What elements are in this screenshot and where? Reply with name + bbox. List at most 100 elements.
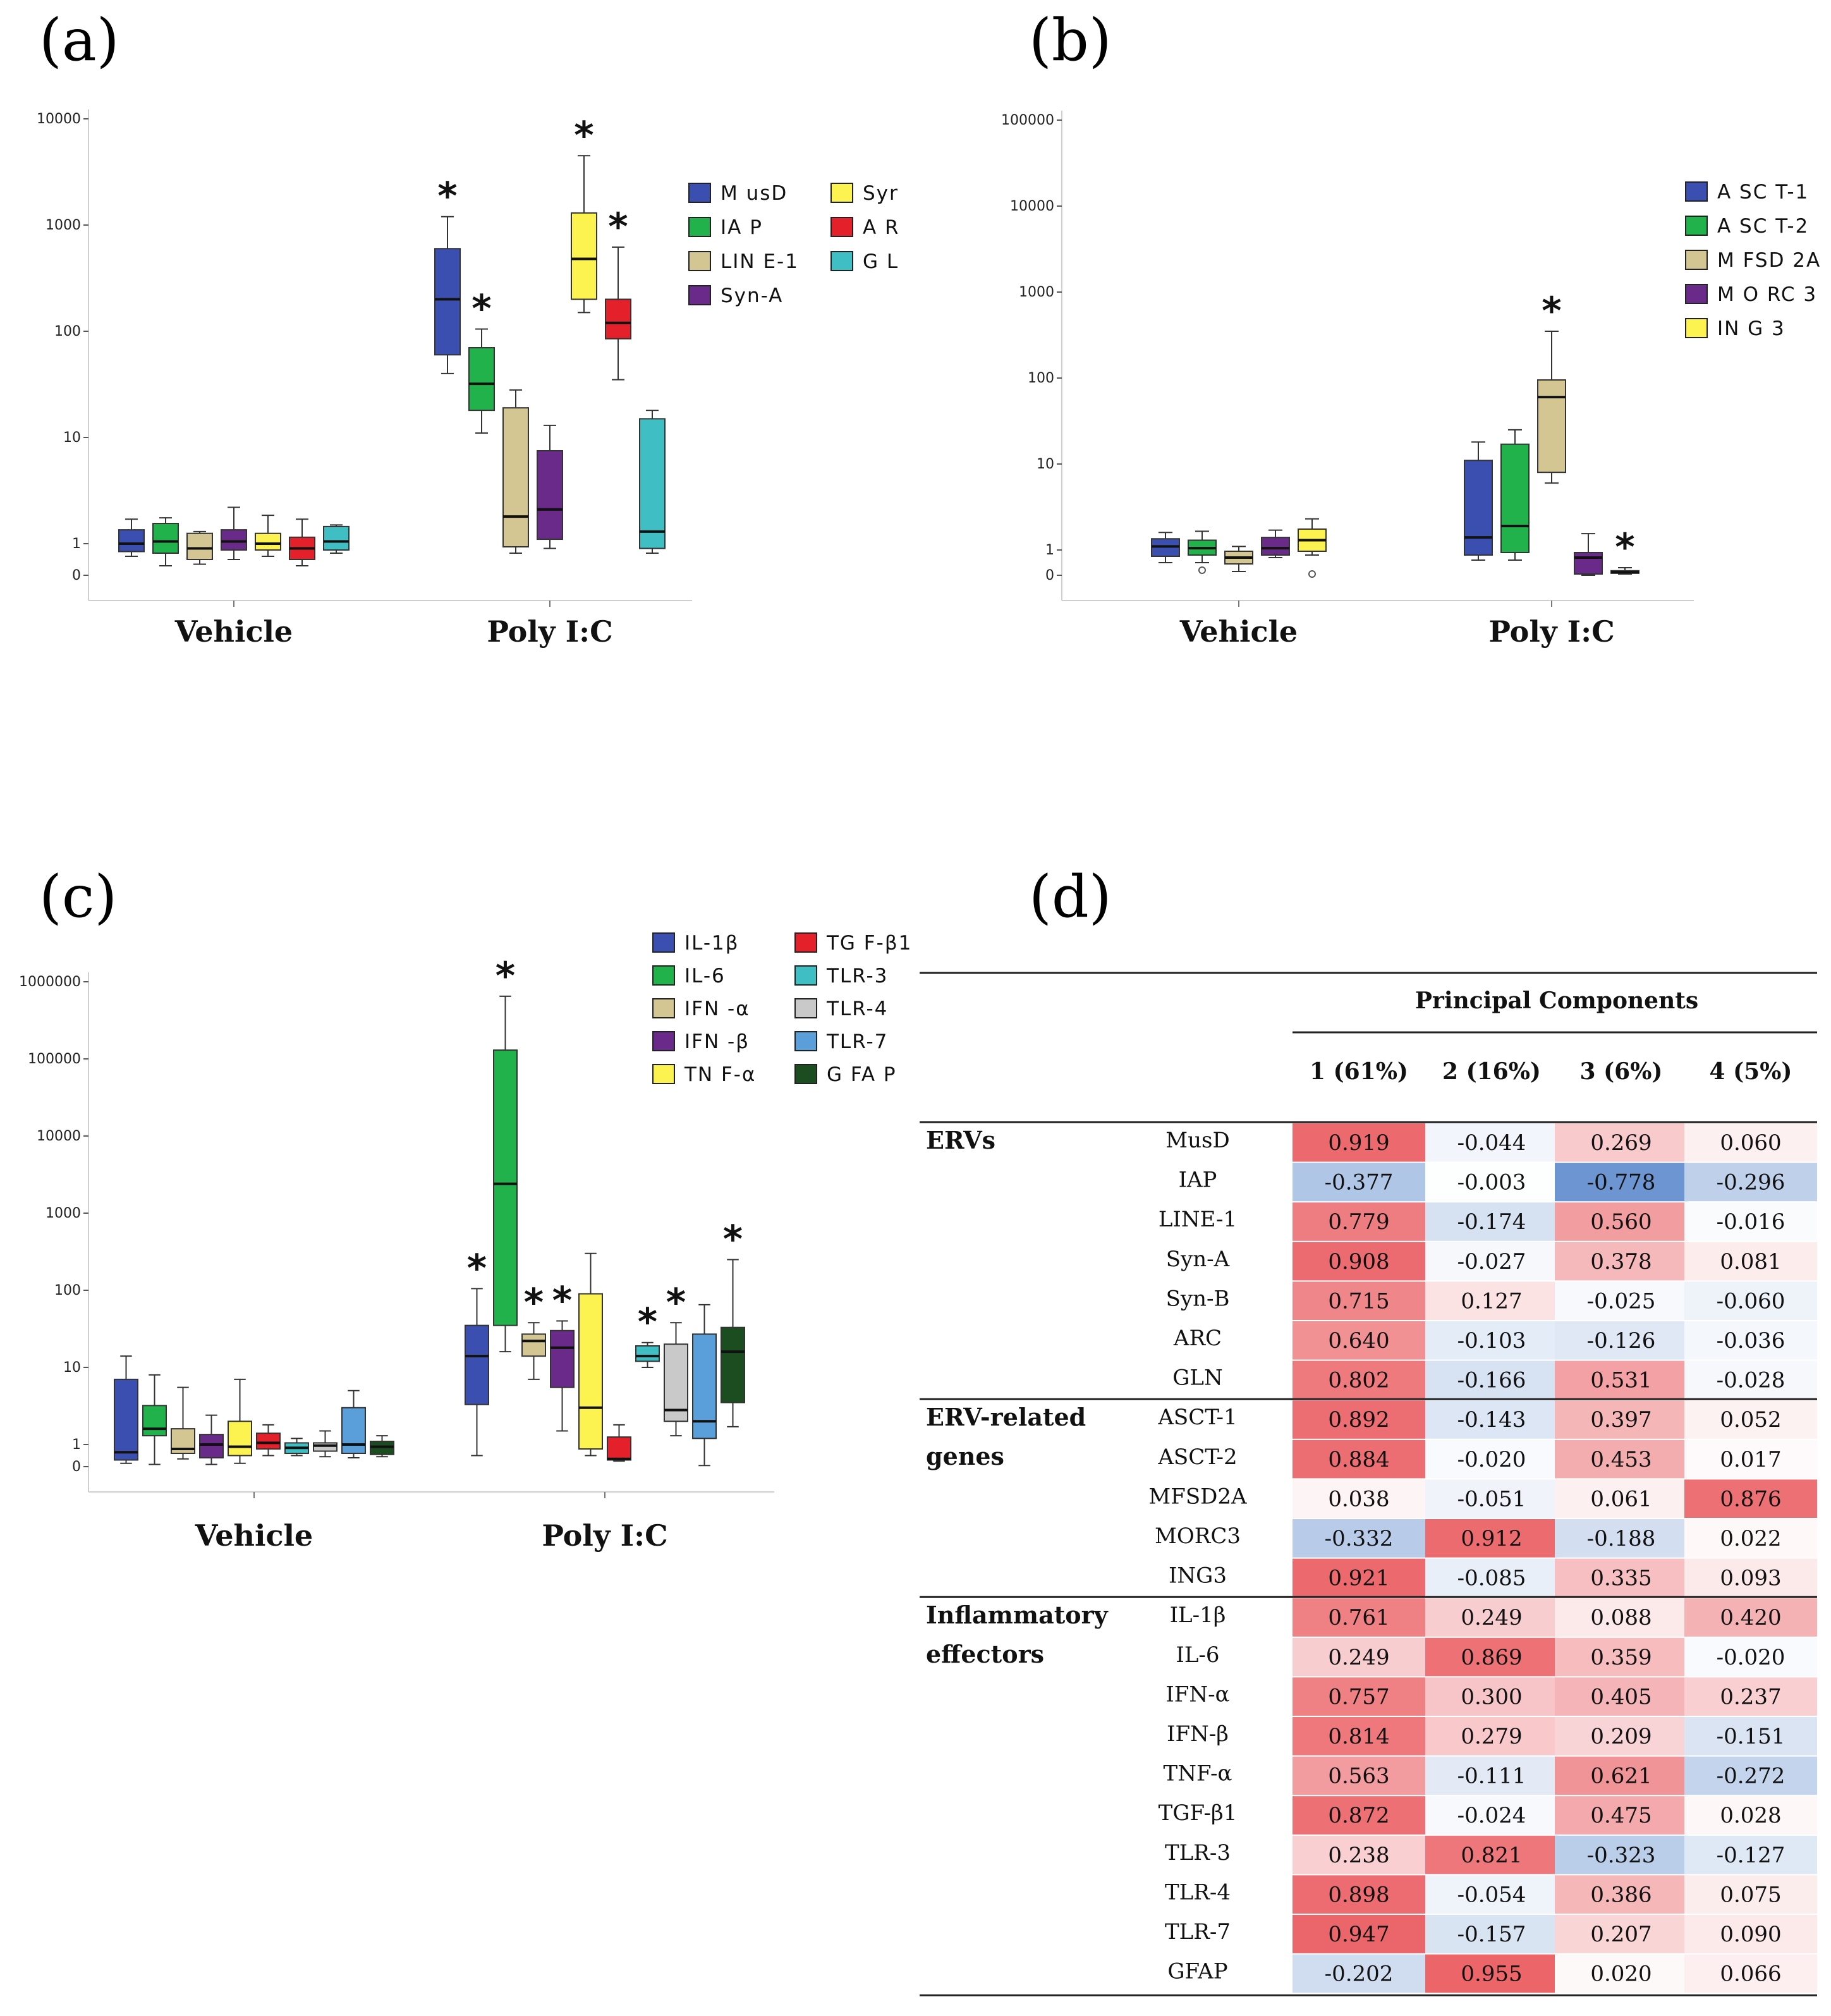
- loading-cell: [1425, 1360, 1558, 1400]
- loading-value: -0.778: [1587, 1170, 1656, 1195]
- boxplot-chart-c: 0 1 10 100 1000 10000 100000 1000000 Vehicle Poly…: [19, 932, 912, 1553]
- row-label: TLR-3: [1165, 1840, 1231, 1866]
- legend-swatch: [830, 217, 853, 237]
- box-a-IAP-Vehicle: [152, 517, 179, 566]
- loading-cell: [1425, 1281, 1558, 1320]
- legend-item-MusD: M usD: [688, 182, 786, 205]
- y-tick-label: 10000: [1010, 199, 1054, 214]
- loading-cell: [1425, 1519, 1558, 1558]
- box-iqr: [537, 449, 563, 541]
- loading-cell: [1293, 1202, 1425, 1241]
- loading-value: 0.052: [1720, 1407, 1781, 1433]
- loading-value: -0.377: [1325, 1170, 1394, 1195]
- loading-cell: [1684, 1123, 1817, 1162]
- table-row: MusD 0.919 -0.044 0.269 0.060: [1165, 1123, 1817, 1162]
- row-label: ASCT-1: [1157, 1405, 1237, 1430]
- loading-value: 0.088: [1590, 1605, 1652, 1630]
- loading-cell: [1555, 1954, 1688, 1993]
- loading-value: 0.397: [1590, 1407, 1652, 1433]
- section-label: genes: [926, 1442, 1004, 1470]
- table-row: TLR-7 0.947 -0.157 0.207 0.090: [1165, 1915, 1817, 1953]
- y-tick-label: 10000: [37, 1128, 81, 1144]
- legend-item-ASCT-2: A SC T-2: [1685, 215, 1809, 238]
- legend-item-TLR-4: TLR-4: [794, 998, 888, 1020]
- y-tick-label: 1000: [1019, 284, 1054, 300]
- loading-value: 0.955: [1461, 1962, 1522, 1987]
- loading-cell: [1293, 1954, 1425, 1993]
- table-row: GFAP -0.202 0.955 0.020 0.066: [1167, 1954, 1817, 1993]
- loading-value: 0.761: [1328, 1605, 1389, 1630]
- loading-value: 0.020: [1590, 1962, 1652, 1987]
- box-c-IFN-α-Poly I:C: *: [521, 1280, 546, 1380]
- significance-star: *: [1542, 289, 1561, 333]
- row-label: IL-6: [1176, 1642, 1219, 1668]
- legend-swatch: [794, 998, 817, 1018]
- loading-value: 0.821: [1461, 1843, 1522, 1868]
- legend-item-ING3: IN G 3: [1685, 317, 1784, 340]
- outlier-point: [1308, 570, 1316, 578]
- legend-label: TLR-7: [826, 1030, 888, 1053]
- box-iqr: [228, 1420, 252, 1457]
- loading-cell: [1425, 1242, 1558, 1281]
- significance-star: *: [574, 113, 593, 157]
- y-tick-label: 1000000: [19, 974, 81, 990]
- loading-value: 0.912: [1461, 1526, 1522, 1551]
- loading-cell: [1684, 1519, 1817, 1558]
- box-iqr: [639, 418, 666, 549]
- loading-value: -0.272: [1717, 1764, 1785, 1789]
- loading-cell: [1555, 1163, 1688, 1202]
- loading-cell: [1293, 1439, 1425, 1479]
- loading-cell: [1293, 1242, 1425, 1281]
- group-label: Poly I:C: [1488, 614, 1614, 649]
- legend-swatch: [794, 1064, 817, 1084]
- legend-swatch: [688, 285, 711, 305]
- loading-value: 0.892: [1328, 1407, 1389, 1433]
- box-a-Syn-B-Vehicle: [255, 515, 281, 557]
- loading-cell: [1684, 1479, 1817, 1518]
- legend-item-IFN-β: IFN -β: [652, 1030, 748, 1053]
- box-iqr: [635, 1345, 660, 1362]
- loading-cell: [1425, 1875, 1558, 1914]
- y-tick-label: 1000: [46, 217, 81, 233]
- loading-cell: [1684, 1756, 1817, 1795]
- box-b-ING3-Poly I:C: *: [1610, 525, 1639, 575]
- box-b-ASCT-1-Poly I:C: [1464, 441, 1493, 561]
- loading-value: 0.028: [1720, 1803, 1781, 1828]
- legend-label: TG F-β1: [826, 932, 912, 955]
- loading-value: 0.060: [1720, 1130, 1781, 1156]
- significance-star: *: [1615, 525, 1634, 570]
- loading-cell: [1425, 1439, 1558, 1479]
- section-label: Inflammatory: [926, 1601, 1109, 1629]
- legend-swatch: [794, 1031, 817, 1051]
- loading-cell: [1293, 1281, 1425, 1320]
- row-label: MusD: [1165, 1128, 1229, 1153]
- group-label: Poly I:C: [542, 1518, 667, 1553]
- legend-item-ARC: A RC: [830, 216, 897, 239]
- legend-label: Syn-A: [721, 284, 783, 307]
- group-label: Vehicle: [1179, 614, 1298, 649]
- legend-label: M FSD 2A: [1717, 249, 1820, 272]
- box-iqr: [255, 532, 281, 551]
- box-iqr: [434, 248, 461, 356]
- table-row: TLR-4 0.898 -0.054 0.386 0.075: [1165, 1875, 1817, 1914]
- loading-value: -0.174: [1457, 1209, 1526, 1235]
- table-row: TNF-α 0.563 -0.111 0.621 -0.272: [1164, 1756, 1817, 1795]
- loading-value: 0.207: [1590, 1922, 1652, 1947]
- legend-item-IAP: IA P: [688, 216, 762, 239]
- loading-cell: [1293, 1875, 1425, 1914]
- loading-cell: [1555, 1202, 1688, 1241]
- loading-value: 0.779: [1328, 1209, 1389, 1235]
- legend-label: TLR-4: [826, 998, 888, 1020]
- legend-label: A SC T-2: [1717, 215, 1809, 238]
- loading-value: 0.017: [1720, 1447, 1781, 1472]
- loading-value: 0.921: [1328, 1566, 1389, 1591]
- loading-cell: [1555, 1242, 1688, 1281]
- legend-label: LIN E-1: [721, 250, 799, 273]
- loading-value: -0.127: [1717, 1843, 1785, 1868]
- legend-label: TLR-3: [826, 965, 888, 987]
- loading-value: 0.715: [1328, 1288, 1389, 1314]
- box-c-IL-6-Poly I:C: *: [493, 954, 518, 1353]
- loading-cell: [1684, 1202, 1817, 1241]
- legend-swatch: [1685, 216, 1708, 236]
- loading-value: 0.872: [1328, 1803, 1389, 1828]
